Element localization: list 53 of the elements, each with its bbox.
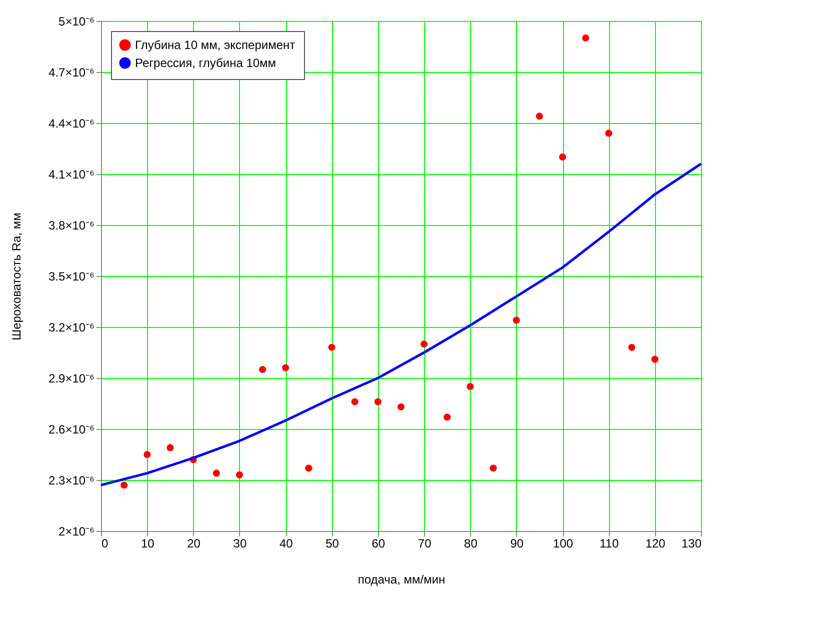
point — [466, 382, 474, 390]
point — [559, 153, 566, 161]
x-tick-label: 10 — [140, 536, 155, 550]
y-tick-label: 2.6×10⁻⁶ — [48, 422, 95, 436]
x-tick-label: 100 — [553, 536, 574, 550]
point — [397, 403, 405, 410]
y-tick-label: 2×10⁻⁶ — [58, 524, 95, 538]
x-tick-label: 0 — [102, 536, 108, 550]
y-tick-label: 5×10⁻⁶ — [58, 14, 95, 28]
y-tick-label: 3.5×10⁻⁶ — [48, 270, 95, 284]
x-tick-label: 80 — [464, 536, 478, 550]
y-tick-label: 2.3×10⁻⁶ — [48, 474, 95, 488]
y-tick-label: 4.7×10⁻⁶ — [48, 66, 95, 80]
x-tick-label: 40 — [279, 536, 294, 550]
point — [490, 464, 497, 472]
x-tick-label: 70 — [418, 536, 432, 550]
point — [420, 340, 428, 348]
legend-label: Глубина 10 мм, эксперимент — [135, 38, 296, 52]
point — [605, 130, 612, 137]
x-tick-label: 90 — [510, 536, 524, 550]
x-tick-label: 130 — [681, 536, 702, 550]
y-tick-label: 3.2×10⁻⁶ — [48, 320, 95, 334]
point — [144, 450, 151, 458]
point — [582, 34, 590, 42]
point — [305, 464, 312, 472]
y-tick-label: 2.9×10⁻⁶ — [48, 372, 95, 386]
point — [628, 344, 636, 351]
point — [444, 414, 451, 421]
point — [282, 364, 290, 372]
y-tick-label: 4.4×10⁻⁶ — [48, 116, 95, 130]
point — [512, 316, 520, 324]
y-tick-label: 3.8×10⁻⁶ — [48, 218, 95, 232]
point — [536, 112, 543, 120]
point — [120, 482, 128, 489]
x-tick-label: 110 — [600, 536, 620, 550]
line-series — [100, 162, 702, 486]
y-axis-title: Шероховатость Ra, мм — [10, 212, 24, 340]
point — [166, 444, 174, 452]
point — [374, 398, 382, 406]
x-tick-label: 120 — [645, 536, 666, 550]
x-axis-title: подача, мм/мин — [358, 572, 446, 586]
point — [351, 398, 358, 406]
y-tick-label: 4.1×10⁻⁶ — [48, 168, 95, 182]
point — [259, 366, 266, 374]
point — [212, 470, 220, 477]
x-tick-label: 60 — [372, 536, 386, 550]
point — [328, 344, 336, 351]
point — [651, 356, 658, 363]
legend-label: Регрессия, глубина 10мм — [135, 56, 276, 70]
point — [236, 471, 243, 478]
x-tick-label: 20 — [187, 536, 201, 550]
x-tick-label: 30 — [233, 536, 247, 550]
x-tick-label: 50 — [326, 536, 340, 550]
